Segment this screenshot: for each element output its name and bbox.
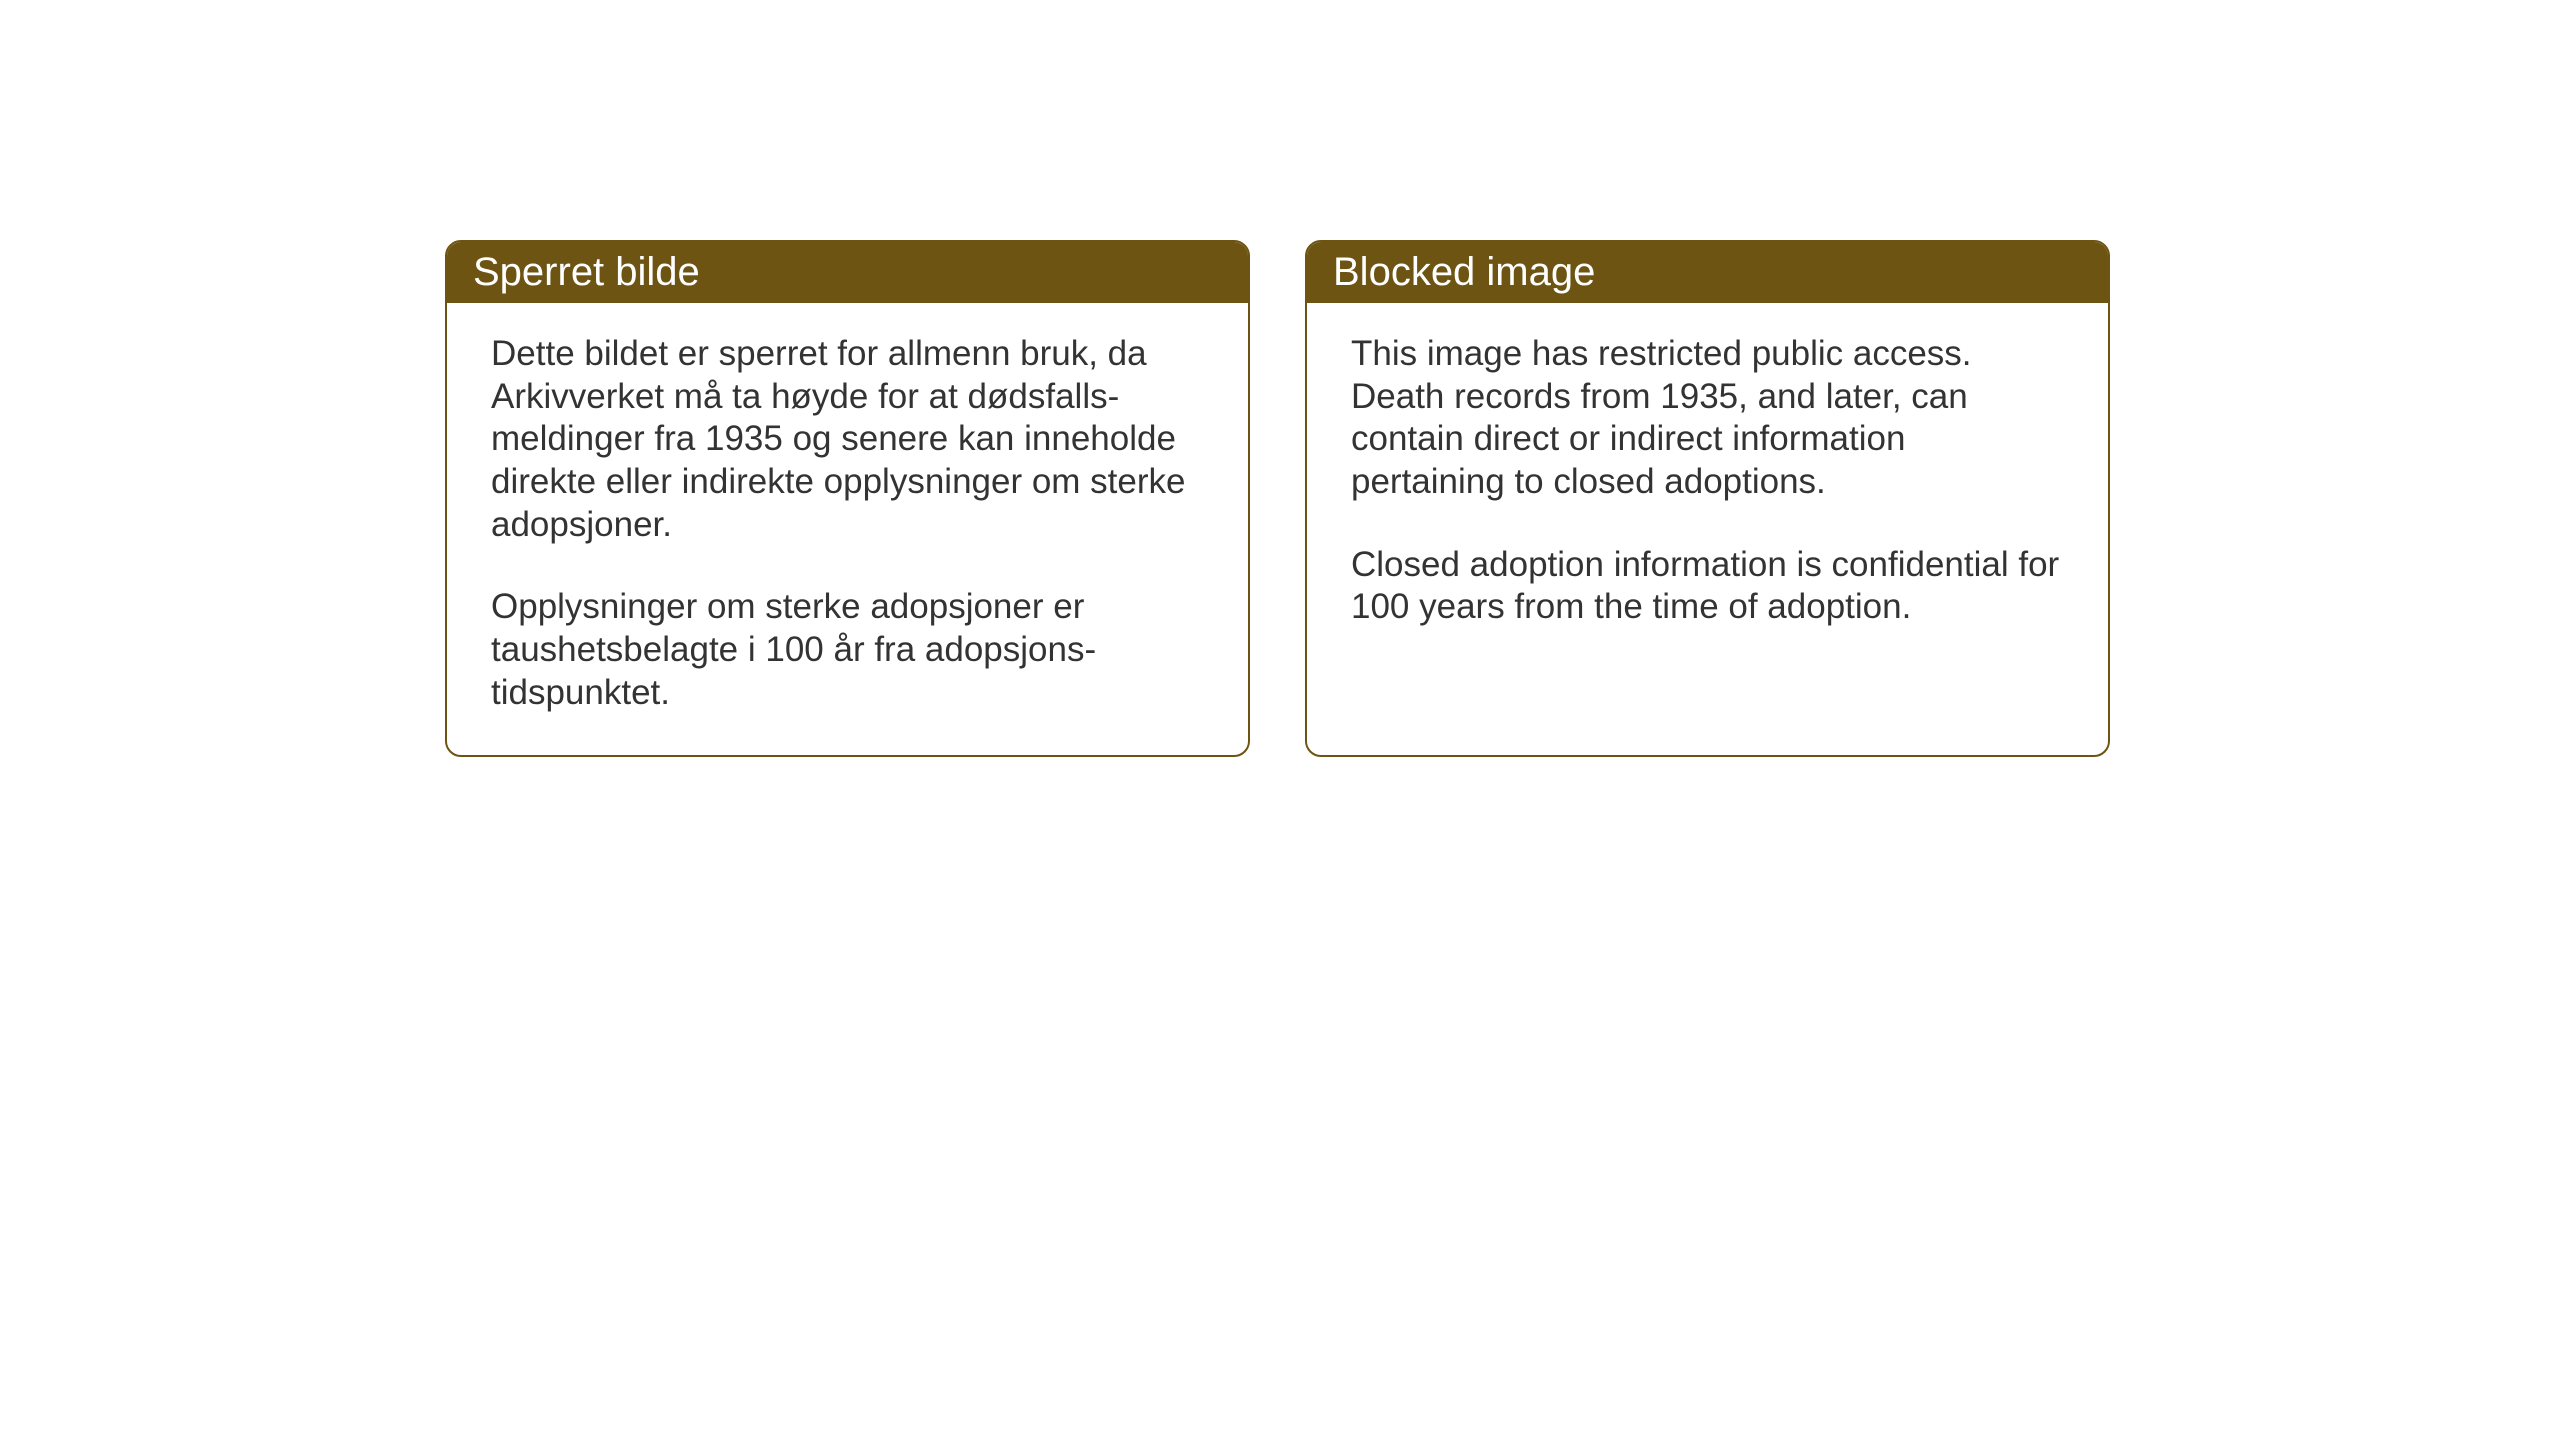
card-paragraph2-norwegian: Opplysninger om sterke adopsjoner er tau…	[491, 586, 1204, 714]
card-header-english: Blocked image	[1307, 242, 2108, 303]
card-norwegian: Sperret bilde Dette bildet er sperret fo…	[445, 240, 1250, 757]
card-title-english: Blocked image	[1333, 250, 1595, 294]
card-body-norwegian: Dette bildet er sperret for allmenn bruk…	[447, 303, 1248, 755]
card-paragraph1-norwegian: Dette bildet er sperret for allmenn bruk…	[491, 333, 1204, 546]
card-title-norwegian: Sperret bilde	[473, 250, 700, 294]
card-paragraph2-english: Closed adoption information is confident…	[1351, 544, 2064, 629]
card-paragraph1-english: This image has restricted public access.…	[1351, 333, 2064, 504]
card-body-english: This image has restricted public access.…	[1307, 303, 2108, 669]
card-header-norwegian: Sperret bilde	[447, 242, 1248, 303]
cards-container: Sperret bilde Dette bildet er sperret fo…	[445, 240, 2110, 757]
card-english: Blocked image This image has restricted …	[1305, 240, 2110, 757]
